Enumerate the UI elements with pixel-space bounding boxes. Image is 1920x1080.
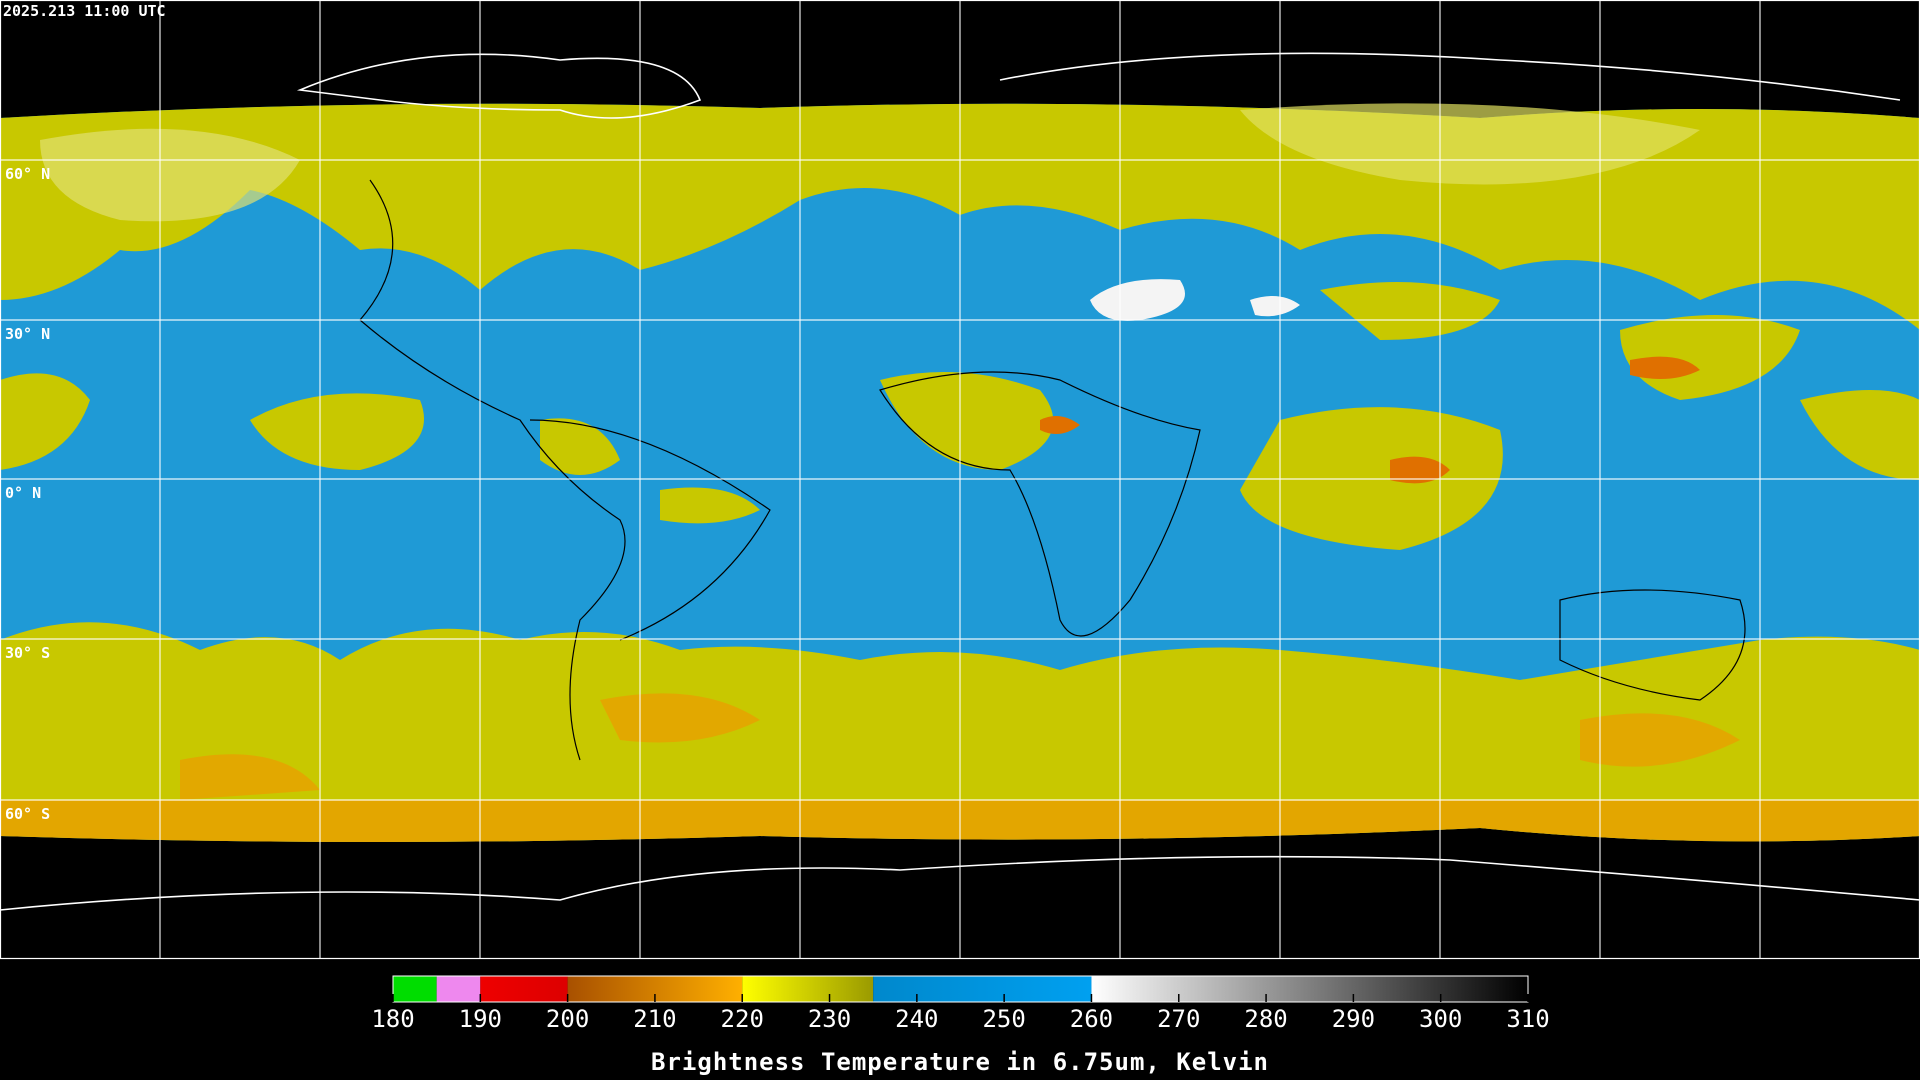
latitude-label: 0° N bbox=[5, 484, 41, 502]
latitude-label: 60° S bbox=[5, 805, 50, 823]
colorbar-segment bbox=[480, 976, 568, 1002]
colorbar-title: Brightness Temperature in 6.75um, Kelvin bbox=[651, 1048, 1269, 1076]
latitude-label: 30° S bbox=[5, 644, 50, 662]
colorbar: 180 190 200 210 220 230 240 250 260 270 280 290 300 3… bbox=[371, 975, 1550, 1033]
colorbar-tick-label: 280 bbox=[1244, 1005, 1287, 1033]
colorbar-segment bbox=[436, 976, 481, 1002]
colorbar-tick-label: 310 bbox=[1506, 1005, 1549, 1033]
dry-region bbox=[1090, 279, 1300, 321]
colorbar-tick-label: 230 bbox=[808, 1005, 851, 1033]
timestamp: 2025.213 11:00 UTC bbox=[3, 2, 166, 20]
colorbar-frame bbox=[392, 975, 1529, 1003]
colorbar-tick-label: 260 bbox=[1070, 1005, 1113, 1033]
colorbar-tick-label: 270 bbox=[1157, 1005, 1200, 1033]
coastline-antarctica bbox=[0, 855, 1920, 911]
coastline bbox=[529, 419, 771, 641]
cloud-swirl bbox=[40, 128, 300, 222]
colorbar-segment bbox=[873, 976, 1092, 1002]
latitude-labels: 60° N 30° N 0° N 30° S 60° S bbox=[5, 165, 50, 823]
graticule bbox=[0, 0, 1920, 959]
colorbar-segment bbox=[742, 976, 874, 1002]
latitude-label: 60° N bbox=[5, 165, 50, 183]
latitude-label: 30° N bbox=[5, 325, 50, 343]
colorbar-tick-label: 200 bbox=[546, 1005, 589, 1033]
colorbar-tick-label: 190 bbox=[459, 1005, 502, 1033]
coastline-north bbox=[296, 52, 1901, 119]
colorbar-tick-label: 240 bbox=[895, 1005, 938, 1033]
colorbar-tick-label: 250 bbox=[982, 1005, 1025, 1033]
colorbar-segment bbox=[1091, 976, 1528, 1002]
deep-convection bbox=[1040, 356, 1700, 484]
colorbar-tick-label: 220 bbox=[721, 1005, 764, 1033]
colorbar-segment bbox=[393, 976, 437, 1002]
coastline bbox=[359, 179, 626, 761]
colorbar-tick-label: 210 bbox=[633, 1005, 676, 1033]
colorbar-tick-label: 300 bbox=[1419, 1005, 1462, 1033]
coastline bbox=[1559, 589, 1746, 701]
colorbar-tick-label: 290 bbox=[1332, 1005, 1375, 1033]
colorbar-tick-label: 180 bbox=[371, 1005, 414, 1033]
cloud-swirl bbox=[1240, 103, 1700, 185]
coastline bbox=[879, 371, 1201, 637]
